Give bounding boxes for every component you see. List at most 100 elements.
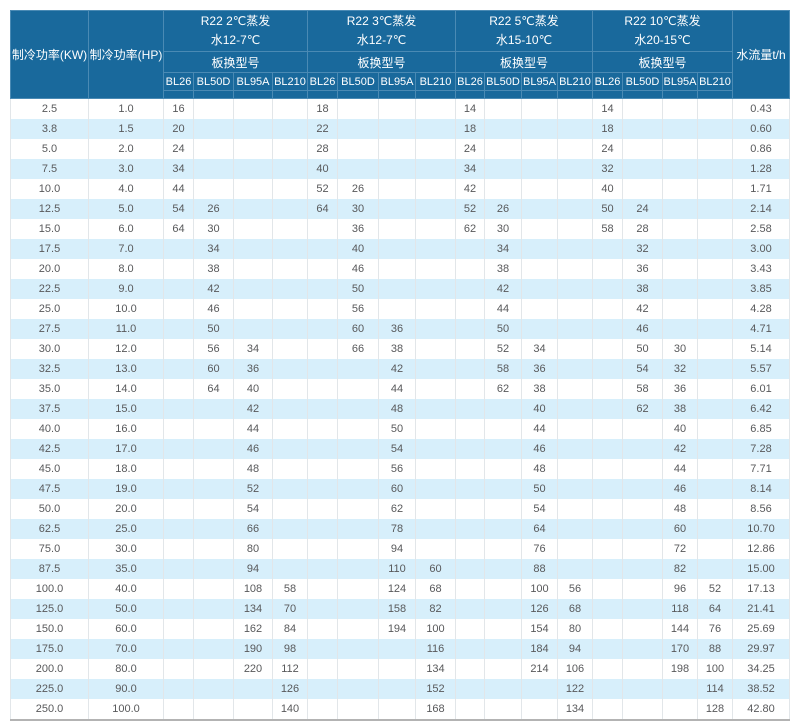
cell-plate-count [233, 139, 273, 159]
cell-plate-count [557, 499, 593, 519]
model-header-bl26: BL26 [455, 72, 485, 91]
cell-plate-count [272, 399, 308, 419]
table-row: 175.0 70.0 190 98 116 184 94 170 88 29.97 [10, 639, 790, 659]
model-header-bl210: BL210 [697, 72, 733, 91]
cell-plate-count [622, 119, 663, 139]
cell-plate-count: 82 [662, 559, 698, 579]
cell-water-flow: 2.58 [732, 219, 790, 239]
cell-plate-count: 48 [662, 499, 698, 519]
cell-plate-count [272, 419, 308, 439]
cell-plate-count [378, 139, 416, 159]
cell-plate-count: 58 [272, 579, 308, 599]
cell-plate-count: 42 [378, 359, 416, 379]
cell-plate-count: 54 [521, 499, 558, 519]
col-header-cooling-kw: 制冷功率(KW) [10, 10, 89, 99]
cell-plate-count [592, 579, 623, 599]
cell-plate-count [378, 279, 416, 299]
cell-plate-count [272, 159, 308, 179]
cell-plate-count: 52 [484, 339, 522, 359]
cell-plate-count: 44 [233, 419, 273, 439]
cell-plate-count [163, 459, 194, 479]
cell-cooling-kw: 62.5 [10, 519, 89, 539]
cell-plate-count: 28 [307, 139, 338, 159]
cell-plate-count [307, 399, 338, 419]
cell-water-flow: 6.42 [732, 399, 790, 419]
cell-plate-count: 38 [378, 339, 416, 359]
cell-plate-count [163, 619, 194, 639]
cell-plate-count [163, 599, 194, 619]
cell-plate-count: 64 [521, 519, 558, 539]
cell-plate-count [662, 319, 698, 339]
cell-cooling-kw: 250.0 [10, 699, 89, 720]
cell-plate-count: 26 [337, 179, 379, 199]
cell-plate-count [697, 199, 733, 219]
cell-plate-count [697, 419, 733, 439]
cell-plate-count: 40 [521, 399, 558, 419]
cell-plate-count [592, 699, 623, 720]
cell-cooling-hp: 50.0 [88, 599, 164, 619]
cell-plate-count: 220 [233, 659, 273, 679]
cell-plate-count: 30 [662, 339, 698, 359]
cell-plate-count [697, 519, 733, 539]
cell-plate-count [622, 679, 663, 699]
cell-plate-count [697, 279, 733, 299]
cell-plate-count [337, 639, 379, 659]
cell-cooling-kw: 5.0 [10, 139, 89, 159]
cell-cooling-kw: 17.5 [10, 239, 89, 259]
cell-plate-count [592, 659, 623, 679]
table-row: 42.5 17.0 46 54 46 42 7.28 [10, 439, 790, 459]
cell-plate-count [307, 259, 338, 279]
cell-plate-count: 42 [662, 439, 698, 459]
cell-plate-count: 36 [521, 359, 558, 379]
cell-plate-count [415, 519, 456, 539]
cell-water-flow: 3.43 [732, 259, 790, 279]
cell-cooling-hp: 17.0 [88, 439, 164, 459]
cell-plate-count [484, 639, 522, 659]
cell-plate-count: 48 [378, 399, 416, 419]
cell-plate-count: 38 [193, 259, 234, 279]
cell-plate-count: 214 [521, 659, 558, 679]
group-subtitle: 水20-15℃ [634, 33, 691, 47]
table-row: 62.5 25.0 66 78 64 60 10.70 [10, 519, 790, 539]
cell-water-flow: 5.14 [732, 339, 790, 359]
cell-water-flow: 38.52 [732, 679, 790, 699]
cell-plate-count [163, 639, 194, 659]
cell-water-flow: 21.41 [732, 599, 790, 619]
cell-plate-count [557, 439, 593, 459]
group-title: R22 10℃蒸发 [624, 14, 701, 28]
cell-plate-count [233, 239, 273, 259]
cell-cooling-kw: 87.5 [10, 559, 89, 579]
cell-plate-count: 44 [521, 419, 558, 439]
cell-plate-count [163, 359, 194, 379]
cell-plate-count [521, 98, 558, 119]
cell-plate-count: 52 [307, 179, 338, 199]
cell-plate-count: 34 [455, 159, 485, 179]
cell-plate-count: 40 [592, 179, 623, 199]
cell-plate-count [193, 679, 234, 699]
cell-plate-count: 24 [163, 139, 194, 159]
cell-plate-count [337, 539, 379, 559]
cell-plate-count [484, 439, 522, 459]
cell-cooling-hp: 1.0 [88, 98, 164, 119]
cell-plate-count [233, 179, 273, 199]
cell-plate-count [272, 219, 308, 239]
cell-plate-count: 68 [557, 599, 593, 619]
cell-plate-count [163, 519, 194, 539]
cell-plate-count [557, 219, 593, 239]
cell-plate-count: 20 [163, 119, 194, 139]
cell-plate-count [415, 459, 456, 479]
model-header-bl95a: BL95A [662, 72, 698, 91]
cell-cooling-hp: 16.0 [88, 419, 164, 439]
cell-plate-count: 46 [662, 479, 698, 499]
cell-plate-count: 134 [233, 599, 273, 619]
cell-water-flow: 17.13 [732, 579, 790, 599]
cell-plate-count [163, 579, 194, 599]
cell-plate-count: 106 [557, 659, 593, 679]
cell-plate-count: 84 [272, 619, 308, 639]
cell-water-flow: 4.28 [732, 299, 790, 319]
cell-cooling-hp: 18.0 [88, 459, 164, 479]
cell-cooling-kw: 2.5 [10, 98, 89, 119]
cell-plate-count: 62 [484, 379, 522, 399]
cell-plate-count [163, 419, 194, 439]
cell-plate-count [455, 519, 485, 539]
